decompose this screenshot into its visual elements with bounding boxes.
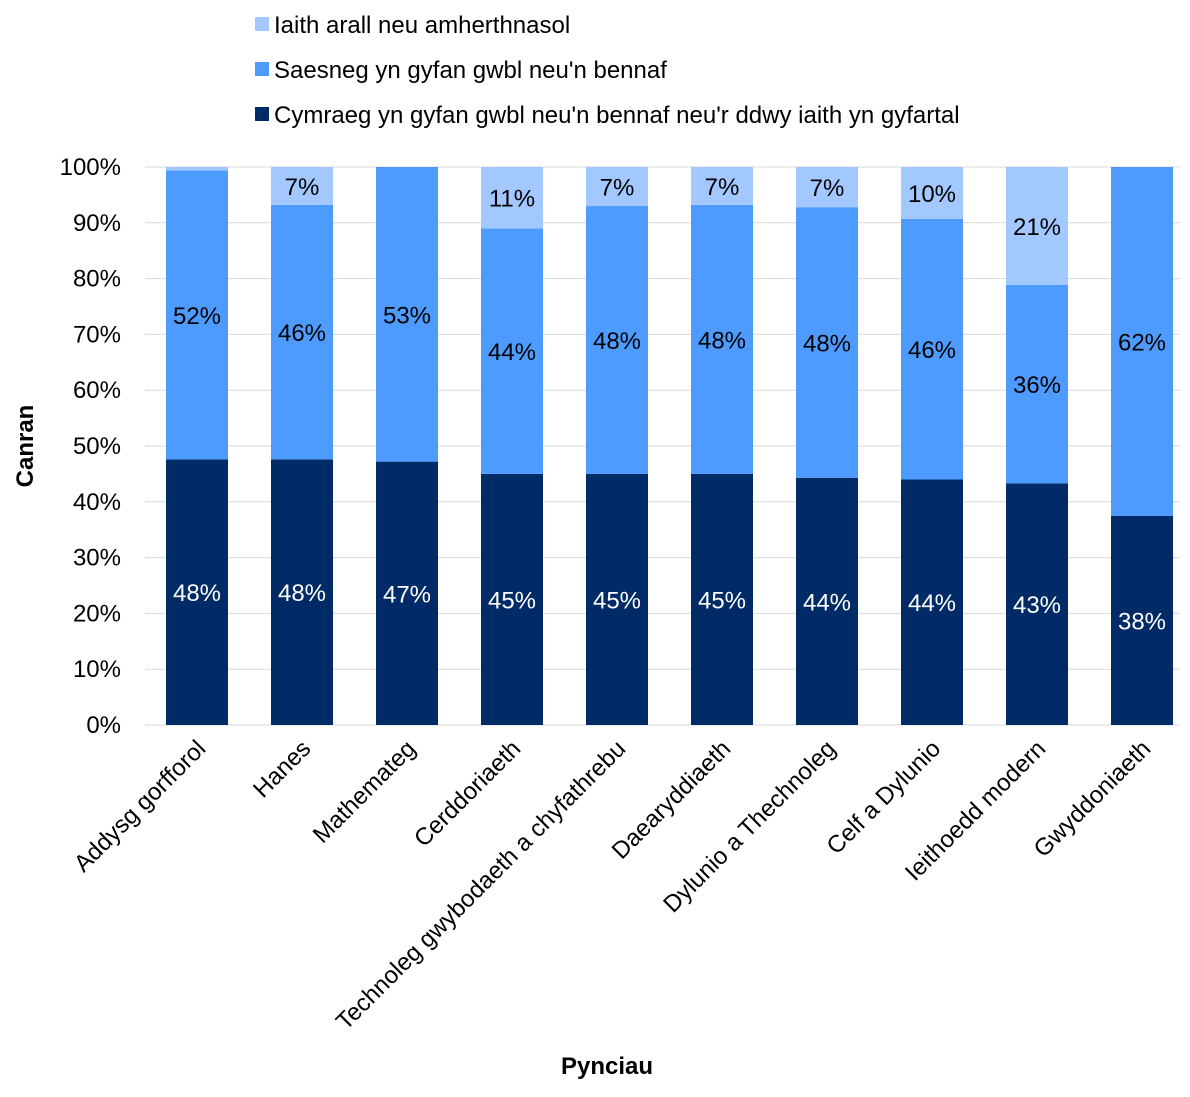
data-label: 45% xyxy=(698,587,746,614)
data-label: 7% xyxy=(810,175,845,202)
bar-segment xyxy=(1111,167,1173,516)
y-axis-label: Canran xyxy=(12,405,39,488)
y-tick-label: 80% xyxy=(73,266,121,293)
x-axis-label: Pynciau xyxy=(561,1053,653,1080)
data-label: 48% xyxy=(173,580,221,607)
data-label: 62% xyxy=(1118,329,1166,356)
legend-label: Cymraeg yn gyfan gwbl neu'n bennaf neu'r… xyxy=(274,102,960,129)
data-label: 48% xyxy=(593,328,641,355)
bar-segment xyxy=(1006,167,1068,285)
legend-label: Iaith arall neu amherthnasol xyxy=(274,12,570,39)
x-tick-label: Dylunio a Thechnoleg xyxy=(658,735,841,918)
legend-swatch xyxy=(255,107,269,121)
data-label: 53% xyxy=(383,302,431,329)
data-label: 48% xyxy=(278,580,326,607)
bar-segment xyxy=(796,207,858,478)
legend-swatch xyxy=(255,17,269,31)
data-label: 44% xyxy=(803,589,851,616)
y-tick-label: 30% xyxy=(73,545,121,572)
bar-segment xyxy=(166,459,228,725)
y-tick-label: 70% xyxy=(73,321,121,348)
legend: Iaith arall neu amherthnasol Saesneg yn g… xyxy=(255,12,960,129)
data-label: 44% xyxy=(488,339,536,366)
bar-segment xyxy=(271,167,333,205)
legend-swatch xyxy=(255,62,269,76)
y-tick-label: 50% xyxy=(73,433,121,460)
x-tick-label: Mathemateg xyxy=(308,735,421,848)
y-tick-label: 20% xyxy=(73,600,121,627)
bar-segment xyxy=(901,479,963,725)
data-label: 7% xyxy=(285,174,320,201)
y-axis-ticks: 0% 10% 20% 30% 40% 50% 60% 70% 80% 90% 100% xyxy=(60,154,121,739)
bar-segment xyxy=(1111,515,1173,725)
y-tick-label: 60% xyxy=(73,377,121,404)
bar-segment xyxy=(691,167,753,205)
data-label: 46% xyxy=(278,320,326,347)
bar-segment xyxy=(481,473,543,725)
bar-segment xyxy=(586,206,648,474)
data-label: 43% xyxy=(1013,592,1061,619)
x-tick-label: Hanes xyxy=(248,735,316,803)
bar-segment xyxy=(1006,483,1068,725)
bar-segment xyxy=(796,167,858,208)
x-tick-label: Addysg gorfforol xyxy=(69,735,211,877)
legend-label: Saesneg yn gyfan gwbl neu'n bennaf xyxy=(274,57,667,84)
data-label: 44% xyxy=(908,590,956,617)
data-label: 11% xyxy=(489,186,535,213)
data-label: 47% xyxy=(383,581,431,608)
bar-segment xyxy=(376,167,438,462)
data-label: 48% xyxy=(698,327,746,354)
bar-segment xyxy=(166,170,228,460)
data-label: 38% xyxy=(1118,608,1166,635)
x-tick-label: Cerddoriaeth xyxy=(409,735,526,852)
data-label: 21% xyxy=(1013,214,1061,241)
data-label: 48% xyxy=(803,330,851,357)
bar-segment xyxy=(796,477,858,725)
y-tick-label: 100% xyxy=(60,154,121,181)
bar-segment xyxy=(481,228,543,474)
y-tick-label: 10% xyxy=(73,656,121,683)
bar-segment xyxy=(271,204,333,460)
bar-segment xyxy=(586,167,648,207)
bar-segment xyxy=(481,167,543,229)
bar-segment xyxy=(271,459,333,725)
y-tick-label: 90% xyxy=(73,210,121,237)
bar-segment xyxy=(586,473,648,725)
bar-segment xyxy=(691,473,753,725)
y-tick-label: 40% xyxy=(73,489,121,516)
bar-segment xyxy=(691,204,753,474)
x-axis-ticks: Addysg gorfforol HanesMathemategCerddoria… xyxy=(69,735,1156,1035)
bar-segment xyxy=(901,167,963,219)
bar-segment xyxy=(166,167,228,171)
y-tick-label: 0% xyxy=(86,712,121,739)
data-label: 46% xyxy=(908,337,956,364)
data-label: 45% xyxy=(593,587,641,614)
data-label: 45% xyxy=(488,587,536,614)
bars: 48% 52% 48% 46% 7% 47% 53% 45% 44% 11% 45% 48% 7% 45%… xyxy=(166,167,1173,725)
data-label: 7% xyxy=(600,175,635,202)
data-label: 7% xyxy=(705,174,740,201)
data-label: 52% xyxy=(173,303,221,330)
data-label: 36% xyxy=(1013,372,1061,399)
bar-segment xyxy=(901,218,963,480)
bar-segment xyxy=(376,461,438,725)
data-label: 10% xyxy=(908,181,956,208)
bar-segment xyxy=(1006,284,1068,484)
